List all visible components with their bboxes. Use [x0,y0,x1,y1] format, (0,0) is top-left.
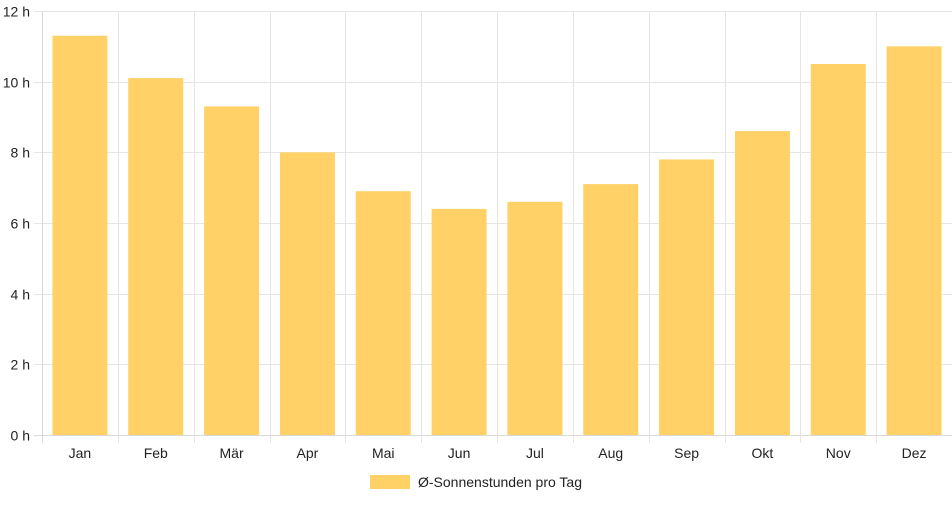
bar-Mai[interactable] [355,191,411,435]
bar-Feb[interactable] [128,78,184,435]
x-tick-label: Jul [526,445,544,461]
legend-swatch [370,475,410,489]
y-tick-label: 8 h [11,145,30,161]
x-tick-label: Dez [902,445,927,461]
bar-Apr[interactable] [279,152,335,436]
bar-Nov[interactable] [810,64,866,435]
bar-Jan[interactable] [52,35,108,435]
legend[interactable]: Ø-Sonnenstunden pro Tag [370,472,582,492]
grid [34,11,952,443]
bar-Jul[interactable] [507,201,563,435]
y-tick-label: 2 h [11,357,30,373]
bar-Mär[interactable] [204,106,260,436]
x-tick-label: Apr [297,445,319,461]
y-tick-label: 4 h [11,287,30,303]
legend-label: Ø-Sonnenstunden pro Tag [418,474,582,490]
y-tick-label: 6 h [11,216,30,232]
y-tick-label: 10 h [3,75,30,91]
bar-Okt[interactable] [734,131,790,435]
bar-Sep[interactable] [659,159,715,435]
x-tick-label: Mär [220,445,244,461]
x-tick-label: Jan [69,445,92,461]
bar-Dez[interactable] [886,46,942,435]
x-tick-label: Okt [752,445,774,461]
x-tick-label: Jun [448,445,471,461]
y-tick-label: 0 h [11,428,30,444]
x-tick-label: Aug [598,445,623,461]
bar-series [52,35,942,436]
x-tick-label: Mai [372,445,395,461]
y-tick-label: 12 h [3,4,30,20]
x-tick-label: Nov [826,445,851,461]
x-tick-label: Sep [674,445,699,461]
bar-Aug[interactable] [583,184,639,435]
bar-Jun[interactable] [431,208,487,435]
x-tick-label: Feb [144,445,168,461]
